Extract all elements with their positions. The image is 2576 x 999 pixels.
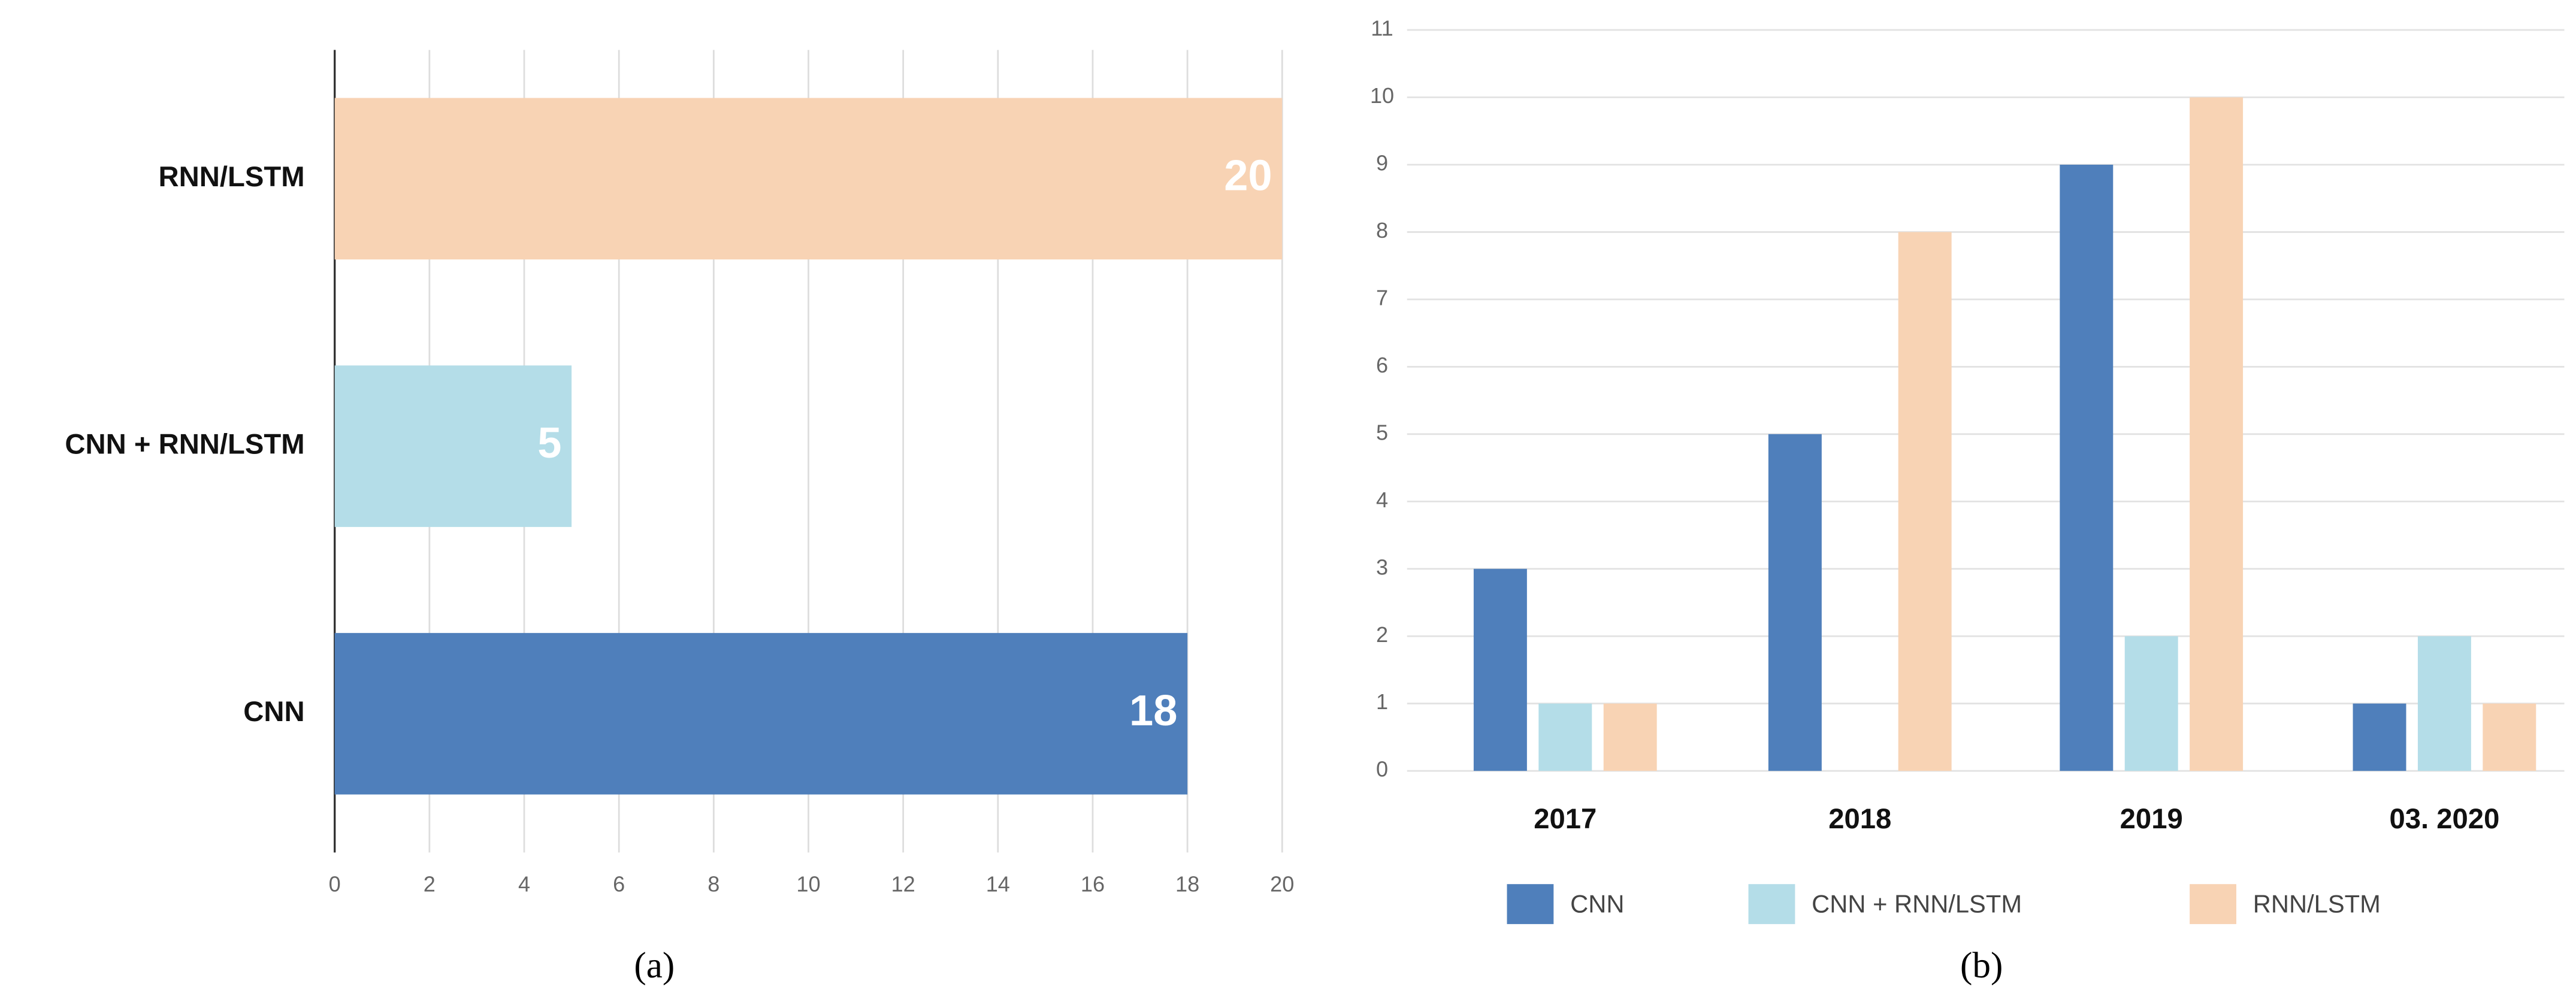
- y-tick-label: 0: [1376, 757, 1388, 782]
- x-tick-label: 14: [986, 872, 1010, 897]
- x-tick-label: 0: [329, 872, 341, 897]
- y-tick-label: 4: [1376, 488, 1388, 512]
- bar: [1603, 703, 1657, 771]
- bar: [2060, 164, 2114, 771]
- x-tick-label: 2017: [1534, 803, 1597, 835]
- x-tick-label: 2018: [1828, 803, 1891, 835]
- y-tick-label: 3: [1376, 555, 1388, 579]
- y-tick-label: CNN + RNN/LSTM: [65, 429, 304, 461]
- bar: [1898, 232, 1952, 771]
- bar: [334, 98, 1283, 260]
- caption: (a): [634, 946, 675, 986]
- bar: [334, 632, 1188, 795]
- x-tick-label: 2: [424, 872, 436, 897]
- y-tick-label: CNN: [243, 696, 304, 728]
- y-tick-label: 9: [1376, 151, 1388, 175]
- x-tick-label: 20: [1270, 872, 1294, 897]
- x-tick-label: 03. 2020: [2389, 803, 2499, 835]
- bar: [2353, 703, 2406, 771]
- y-tick-label: 11: [1371, 16, 1393, 41]
- bar: [1473, 568, 1527, 771]
- x-tick-label: 10: [796, 872, 820, 897]
- legend-swatch: [1507, 884, 1554, 924]
- caption: (b): [1960, 946, 2003, 986]
- x-tick-label: 12: [891, 872, 915, 897]
- bar: [334, 365, 572, 527]
- value-label: 18: [1129, 687, 1177, 735]
- value-label: 5: [537, 419, 561, 467]
- x-tick-label: 16: [1081, 872, 1105, 897]
- x-tick-label: 2019: [2120, 803, 2183, 835]
- bar: [2417, 636, 2471, 771]
- x-tick-label: 18: [1175, 872, 1199, 897]
- bar: [1538, 703, 1592, 771]
- bar: [1768, 434, 1822, 771]
- x-tick-label: 6: [613, 872, 625, 897]
- legend-swatch: [2190, 884, 2236, 924]
- y-tick-label: 7: [1376, 285, 1388, 310]
- legend-swatch: [1748, 884, 1795, 924]
- y-tick-label: 2: [1376, 622, 1388, 647]
- value-label: 20: [1224, 152, 1272, 199]
- bar: [2483, 703, 2536, 771]
- x-tick-label: 8: [708, 872, 719, 897]
- y-tick-label: 6: [1376, 353, 1388, 377]
- y-tick-label: 1: [1376, 689, 1388, 714]
- legend-label: CNN + RNN/LSTM: [1812, 889, 2022, 918]
- y-tick-label: RNN/LSTM: [159, 161, 305, 193]
- bar: [2124, 636, 2178, 771]
- bar: [2190, 97, 2244, 771]
- y-tick-label: 10: [1370, 83, 1394, 108]
- x-tick-label: 4: [518, 872, 530, 897]
- legend-label: CNN: [1570, 889, 1624, 918]
- legend-label: RNN/LSTM: [2253, 889, 2381, 918]
- y-tick-label: 5: [1376, 420, 1388, 444]
- y-tick-label: 8: [1376, 218, 1388, 243]
